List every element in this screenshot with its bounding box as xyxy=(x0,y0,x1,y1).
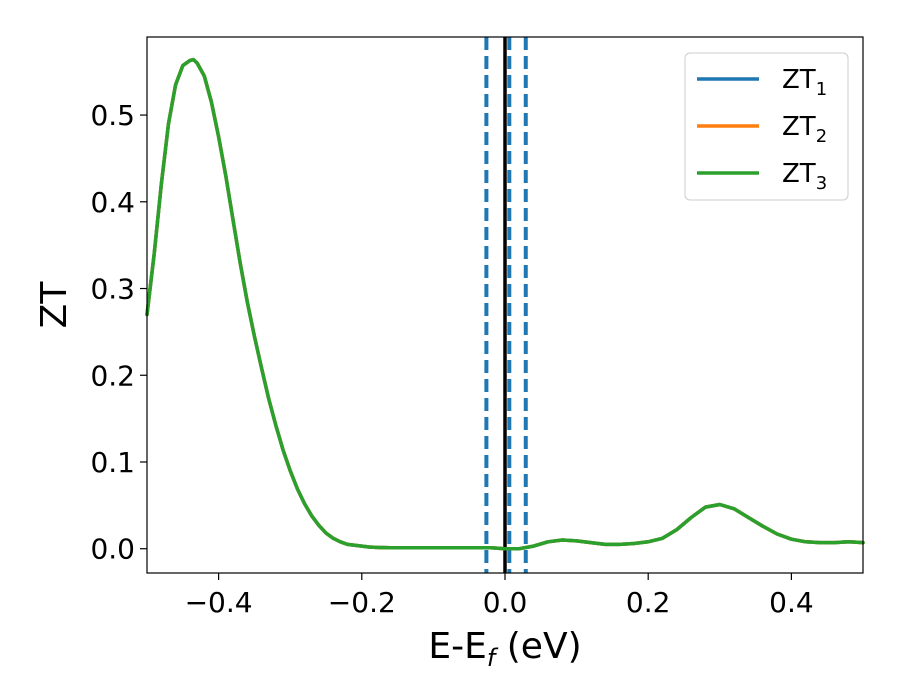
x-tick-label: −0.4 xyxy=(185,586,253,619)
vertical-lines xyxy=(484,37,528,573)
y-tick-label: 0.5 xyxy=(90,99,135,132)
x-tick-label: −0.2 xyxy=(328,586,396,619)
legend-label-1: ZT1 xyxy=(782,65,827,100)
legend-box xyxy=(684,52,849,201)
y-tick-label: 0.1 xyxy=(90,446,135,479)
x-axis-label-main: E-E xyxy=(428,626,486,667)
y-axis-ticks: 0.0 0.1 0.2 0.3 0.4 0.5 xyxy=(90,99,147,566)
series-group xyxy=(145,57,865,551)
x-tick-label: 0.2 xyxy=(626,586,671,619)
y-tick-label: 0.4 xyxy=(90,186,135,219)
legend: ZT1 ZT2 ZT3 xyxy=(684,52,849,201)
x-tick-label: 0.0 xyxy=(483,586,528,619)
y-tick-label: 0.3 xyxy=(90,273,135,306)
y-tick-label: 0.2 xyxy=(90,359,135,392)
x-axis-label: E-Ef (eV) xyxy=(428,626,581,672)
legend-label-3: ZT3 xyxy=(782,159,827,194)
x-tick-label: 0.4 xyxy=(769,586,814,619)
x-axis-label-suffix: (eV) xyxy=(495,626,581,667)
y-axis-label: ZT xyxy=(34,281,75,329)
series-line-3 xyxy=(145,57,865,551)
legend-label-2: ZT2 xyxy=(782,112,827,147)
x-axis-ticks: −0.4 −0.2 0.0 0.2 0.4 xyxy=(185,573,814,619)
y-tick-label: 0.0 xyxy=(90,533,135,566)
